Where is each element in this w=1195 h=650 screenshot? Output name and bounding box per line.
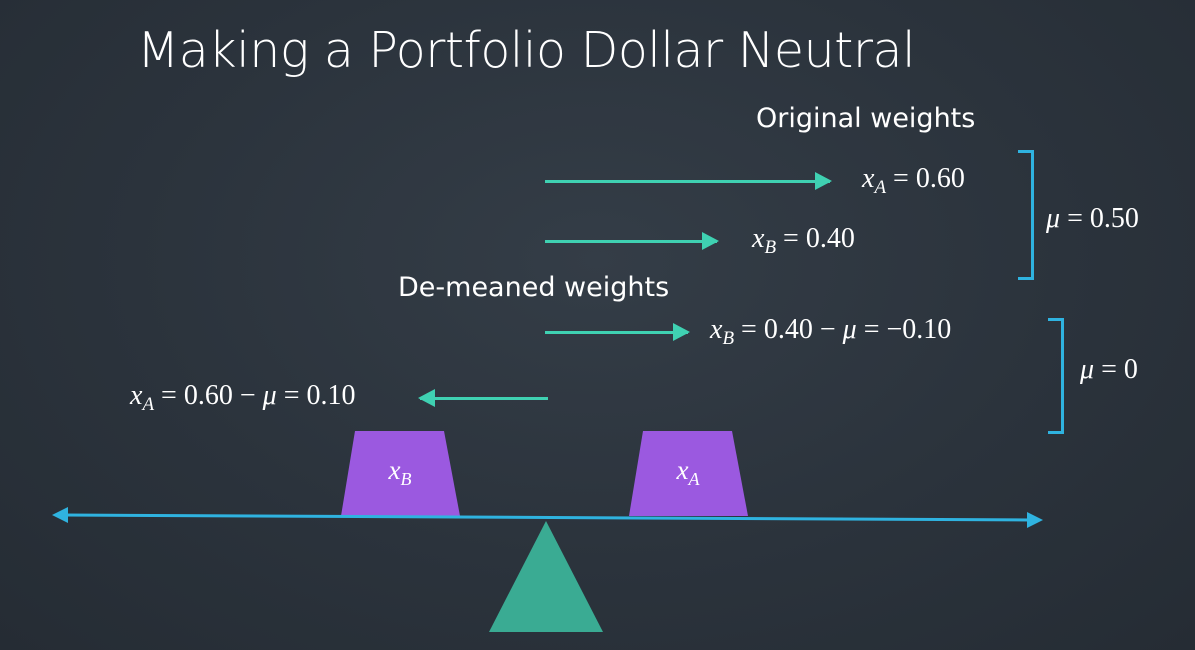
demeaned-weights-heading: De-meaned weights — [398, 272, 670, 303]
original-bracket — [1018, 150, 1034, 280]
balance-beam — [63, 513, 1031, 522]
beam-left-arrowhead — [52, 507, 68, 523]
arrow-xb-demeaned — [545, 323, 690, 341]
mean-original-equation: μ = 0.50 — [1046, 203, 1139, 234]
arrow-xa-original — [545, 172, 832, 190]
arrow-xb-original — [545, 232, 719, 250]
original-weights-heading: Original weights — [756, 103, 976, 134]
mean-demeaned-equation: μ = 0 — [1080, 354, 1138, 385]
slide-title: Making a Portfolio Dollar Neutral — [137, 22, 916, 79]
xa-demeaned-equation: xA = 0.60 − μ = 0.10 — [130, 380, 356, 415]
xa-original-equation: xA = 0.60 — [862, 163, 965, 198]
xb-original-equation: xB = 0.40 — [752, 223, 855, 258]
demeaned-bracket — [1048, 318, 1064, 434]
arrow-xa-demeaned — [418, 389, 548, 407]
fulcrum-triangle — [489, 521, 603, 632]
beam-right-arrowhead — [1027, 512, 1043, 528]
weight-b-block — [341, 431, 460, 516]
weight-a-block — [629, 431, 748, 516]
weight-a-label: xA — [676, 455, 700, 489]
xb-demeaned-equation: xB = 0.40 − μ = −0.10 — [710, 314, 952, 349]
weight-b-label: xB — [388, 455, 412, 489]
